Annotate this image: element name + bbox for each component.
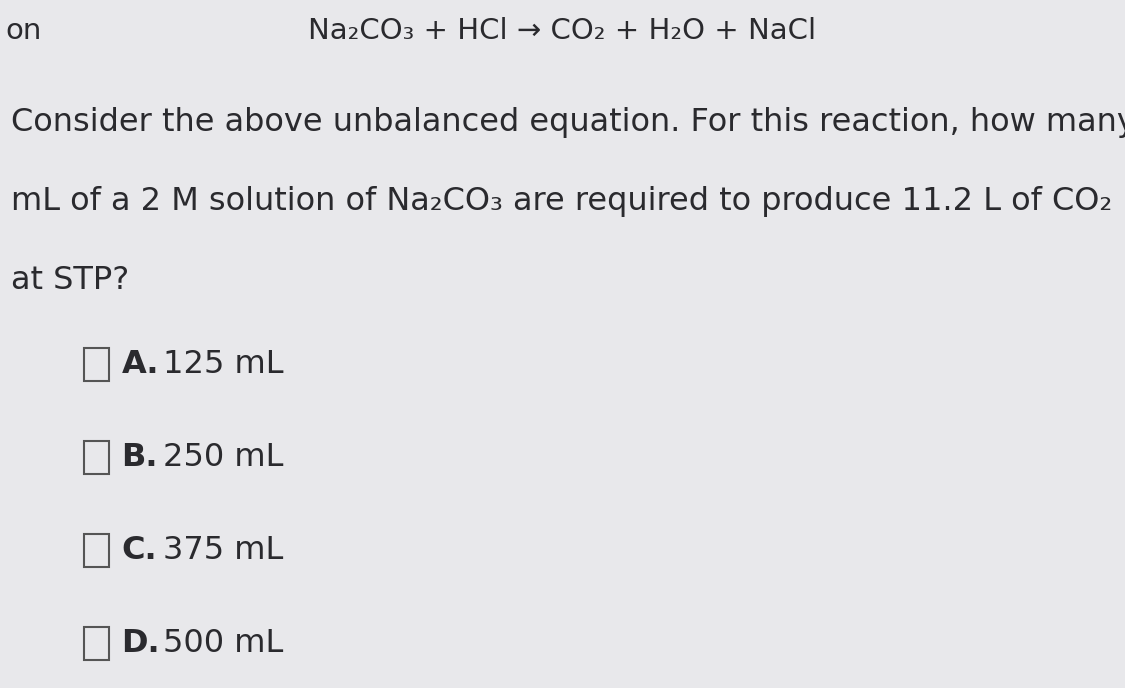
Text: Na₂CO₃ + HCl → CO₂ + H₂O + NaCl: Na₂CO₃ + HCl → CO₂ + H₂O + NaCl	[308, 17, 817, 45]
Text: 375 mL: 375 mL	[163, 535, 284, 566]
Text: mL of a 2 M solution of Na₂CO₃ are required to produce 11.2 L of CO₂: mL of a 2 M solution of Na₂CO₃ are requi…	[11, 186, 1113, 217]
Text: on: on	[6, 17, 42, 45]
Bar	[84, 534, 109, 567]
Text: 250 mL: 250 mL	[163, 442, 284, 473]
Text: at STP?: at STP?	[11, 265, 129, 296]
Text: D.: D.	[122, 627, 160, 659]
Bar	[84, 627, 109, 660]
Text: Consider the above unbalanced equation. For this reaction, how many: Consider the above unbalanced equation. …	[11, 107, 1125, 138]
Bar	[84, 441, 109, 474]
Text: 500 mL: 500 mL	[163, 627, 284, 659]
Bar	[84, 348, 109, 381]
Text: B.: B.	[122, 442, 158, 473]
Text: 125 mL: 125 mL	[163, 349, 284, 380]
Text: A.: A.	[122, 349, 159, 380]
Text: C.: C.	[122, 535, 158, 566]
